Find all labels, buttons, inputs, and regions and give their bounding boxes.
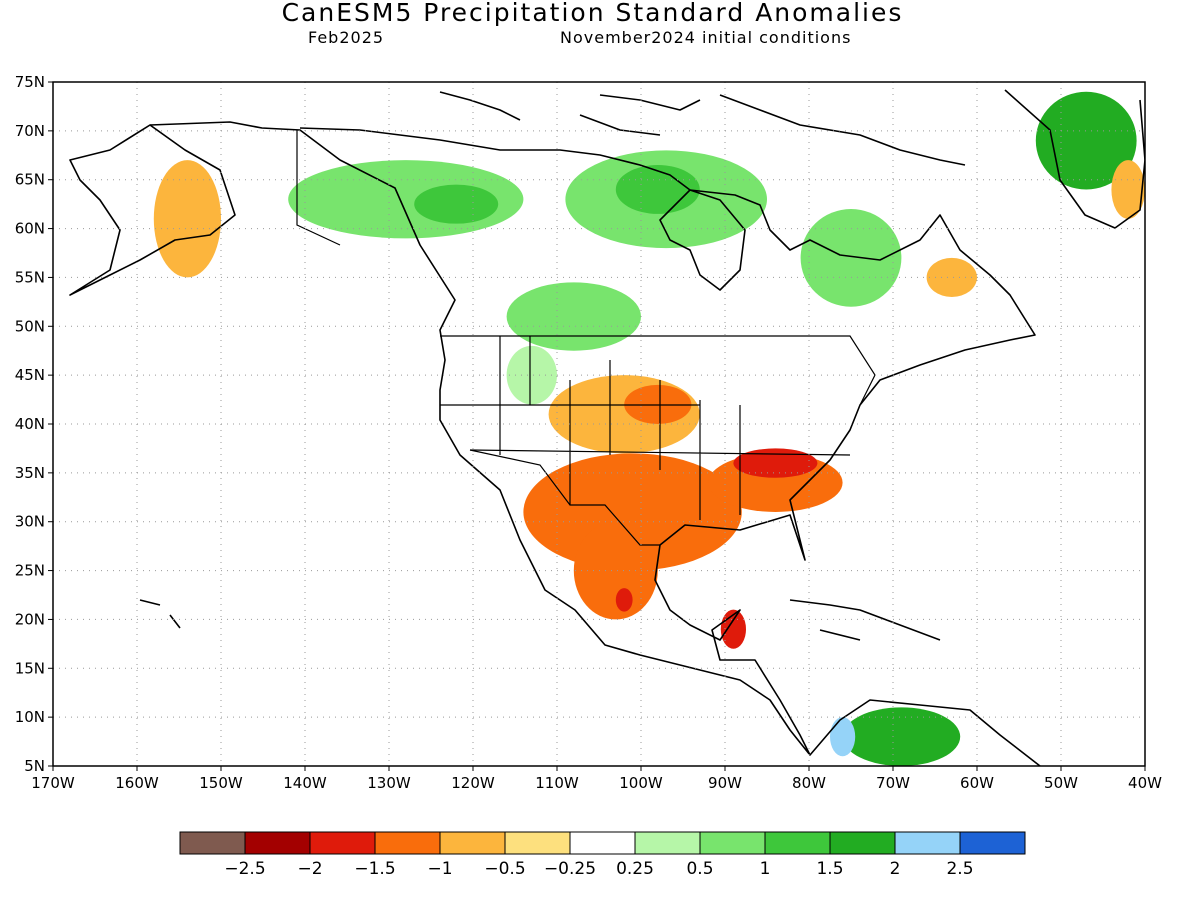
lat-tick-label: 10N [15,708,45,726]
colorbar-swatch [439,831,506,855]
region-prairies-wet [506,282,641,351]
lat-tick-label: 25N [15,562,45,580]
caribbean-islands-coastline [789,599,941,641]
region-alaska-dry [153,160,221,278]
lon-tick-label: 50W [1044,774,1078,792]
colorbar-label: 0.25 [616,859,654,879]
lat-tick-label: 50N [15,317,45,335]
political-borders [296,130,876,546]
lon-tick-label: 80W [792,774,826,792]
region-greenland-dry [1111,160,1145,219]
region-labrador-dry [926,257,977,297]
south-america-coastline [809,699,1041,766]
lon-tick-label: 140W [283,774,327,792]
colorbar-swatch [829,831,896,855]
colorbar-swatch [504,831,571,855]
hawaii-islands-coastline [139,599,181,629]
colorbar-label: −0.25 [544,859,596,879]
lon-tick-label: 70W [876,774,910,792]
region-colombia-very-wet [830,717,856,757]
lon-tick-label: 110W [535,774,579,792]
region-tennessee-very-dry [733,448,818,478]
lat-tick-label: 5N [24,757,45,775]
colorbar-swatch [764,831,831,855]
colorbar-label: −0.5 [484,859,525,879]
lat-tick-label: 15N [15,659,45,677]
us-state-borders [440,336,851,520]
region-south-dry [523,453,742,571]
alaska-canada-border [296,130,341,246]
region-quebec-wet [800,209,902,307]
lat-tick-label: 20N [15,610,45,628]
lon-tick-label: 40W [1128,774,1162,792]
region-colombia-wet [842,707,961,766]
colorbar-swatch [309,831,376,855]
lat-tick-label: 55N [15,268,45,286]
colorbar-label: −1.5 [354,859,395,879]
colorbar-swatch [699,831,766,855]
region-mexico-dry [573,521,658,620]
lat-tick-label: 45N [15,366,45,384]
lon-tick-label: 160W [115,774,159,792]
colorbar: −2.5 −2 −1.5 −1 −0.5 −0.25 0.25 0.5 1 1.5 2 2.5 [179,831,1026,879]
region-yukon-wet-core [414,184,499,224]
colorbar-swatch [179,831,246,855]
lon-tick-label: 100W [619,774,663,792]
colorbar-label: −2.5 [224,859,265,879]
lon-tick-label: 60W [960,774,994,792]
colorbar-label: 2.5 [946,859,973,879]
lon-tick-label: 130W [367,774,411,792]
lat-tick-label: 70N [15,122,45,140]
region-greenland-wet [1035,91,1137,190]
longitude-tick-labels: 170W 160W 150W 140W 130W 120W 110W 100W 90W 80W 70… [31,766,1162,792]
region-nunavut-wet-core [615,165,700,214]
colorbar-swatch [959,831,1026,855]
coastlines [69,89,1145,766]
lat-tick-label: 75N [15,73,45,91]
valid-month-label: Feb2025 [308,28,385,47]
lon-tick-label: 150W [199,774,243,792]
graticule [53,82,1145,766]
canada-us-border [440,335,876,406]
colorbar-label: 2 [890,859,901,879]
arctic-islands-coastline [439,91,966,166]
colorbar-label: 1.5 [816,859,843,879]
colorbar-swatch [244,831,311,855]
lon-tick-label: 90W [708,774,742,792]
colorbar-label: 0.5 [686,859,713,879]
lat-tick-label: 40N [15,415,45,433]
region-mexico-dry-core [615,588,633,612]
colorbar-label: 1 [760,859,771,879]
colorbar-label: −1 [427,859,452,879]
colorbar-swatch [374,831,441,855]
lat-tick-label: 35N [15,464,45,482]
hudson-bay-coastline [659,189,746,291]
lat-tick-label: 65N [15,171,45,189]
region-rockies-wet [506,345,557,405]
map-title: CanESM5 Precipitation Standard Anomalies [281,0,904,27]
colorbar-label: −2 [297,859,322,879]
greenland-coastline [1004,89,1145,229]
colorbar-swatch [894,831,961,855]
us-mexico-border [469,449,660,546]
colorbar-swatch [634,831,701,855]
alaska-coastline [69,124,236,296]
lon-tick-label: 170W [31,774,75,792]
colorbar-swatch [569,831,636,855]
lat-tick-label: 60N [15,220,45,238]
north-america-coastline [149,121,1036,756]
initial-conditions-label: November2024 initial conditions [560,28,852,47]
lon-tick-label: 120W [451,774,495,792]
lat-tick-label: 30N [15,513,45,531]
anomaly-fields [153,91,1145,766]
latitude-tick-labels: 75N 70N 65N 60N 55N 50N 45N 40N 35N 30N 25N 20N 15N 1… [15,73,53,775]
